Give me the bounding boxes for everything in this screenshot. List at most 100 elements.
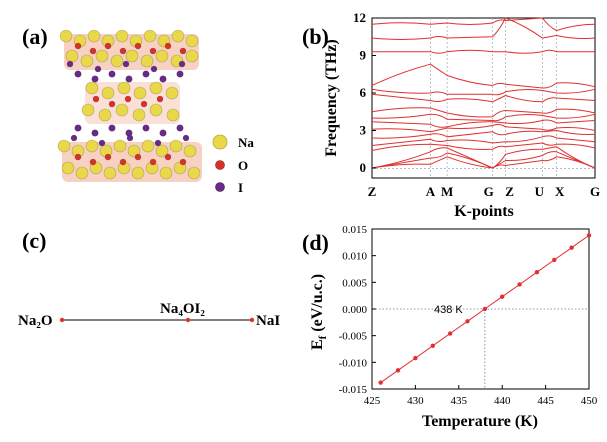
d-xtick-label-3: 440	[494, 395, 511, 407]
data-point-8	[517, 282, 522, 287]
atom-legend: Na O I	[212, 134, 254, 195]
nai-label: NaI	[256, 313, 280, 329]
formation-energy-series	[378, 233, 592, 385]
phonon-band-13	[371, 49, 595, 54]
atom-60	[85, 139, 99, 153]
atom-87	[94, 65, 102, 73]
b-ytick-label-0: 0	[360, 160, 367, 175]
phonon-band-2	[371, 146, 596, 169]
atom-71	[103, 166, 117, 180]
panel-a-label: (a)	[22, 24, 48, 49]
atom-16	[155, 49, 169, 63]
atom-58	[57, 139, 71, 153]
atom-0	[59, 29, 73, 43]
i-legend-sphere	[215, 182, 225, 192]
atom-11	[80, 54, 94, 68]
phonon-band-9	[371, 107, 596, 118]
atom-18	[185, 49, 199, 63]
atom-86	[66, 60, 74, 68]
data-point-4	[447, 331, 453, 336]
atom-19	[74, 42, 82, 50]
atom-95	[182, 134, 190, 142]
atom-53	[108, 124, 116, 132]
data-point-9	[534, 270, 540, 275]
atom-88	[122, 60, 130, 68]
k-label-6: X	[555, 184, 565, 199]
atom-49	[140, 100, 148, 108]
d-ytick-label-1: -0.010	[339, 357, 368, 369]
atom-68	[61, 161, 75, 175]
atom-42	[115, 103, 129, 117]
data-point-7	[500, 294, 505, 299]
atom-44	[149, 103, 163, 117]
k-label-0: Z	[368, 184, 377, 199]
atom-78	[74, 153, 82, 161]
atom-36	[117, 81, 131, 95]
phase-line-diagram: Na₂O Na₄OI₂ NaI	[18, 301, 280, 329]
atom-93	[126, 134, 134, 142]
crystal-structure	[57, 29, 202, 182]
atom-34	[85, 81, 99, 95]
atom-37	[133, 86, 147, 100]
k-label-7: G	[590, 184, 600, 199]
d-ytick-label-4: 0.005	[342, 277, 367, 289]
phonon-band-10	[371, 93, 596, 103]
atom-69	[75, 166, 89, 180]
atom-67	[183, 144, 197, 158]
d-ytick-label-0: -0.015	[339, 384, 368, 396]
phonon-bands	[371, 17, 596, 169]
data-point-12	[586, 233, 592, 238]
atom-35	[101, 86, 115, 100]
chart-d-x-title: Temperature (K)	[422, 413, 538, 430]
d-xtick-label-4: 445	[537, 395, 554, 407]
k-label-4: Z	[505, 184, 514, 199]
atom-29	[108, 70, 116, 78]
data-point-0	[378, 380, 383, 385]
atom-73	[131, 166, 145, 180]
atom-32	[159, 75, 167, 83]
d-ytick-label-2: -0.005	[339, 331, 368, 343]
chart-b-x-title: K-points	[454, 203, 514, 220]
na2o-label: Na₂O	[18, 313, 53, 329]
na4oi2-label: Na₄OI₂	[160, 301, 205, 317]
atom-62	[113, 139, 127, 153]
atom-80	[104, 153, 112, 161]
atom-45	[166, 108, 180, 122]
atom-41	[98, 108, 112, 122]
atom-27	[74, 70, 82, 78]
atom-21	[104, 42, 112, 50]
phonon-band-0	[371, 156, 596, 169]
na-legend-label: Na	[238, 135, 254, 150]
atom-90	[178, 60, 186, 68]
atom-43	[132, 108, 146, 122]
atom-77	[187, 166, 201, 180]
data-point-10	[552, 257, 557, 263]
atom-50	[156, 95, 164, 103]
data-point-3	[430, 343, 435, 348]
panel-b-label: (b)	[302, 24, 329, 49]
nai-point	[249, 317, 255, 323]
atom-79	[89, 158, 97, 166]
atom-65	[155, 144, 169, 158]
atom-55	[142, 124, 150, 132]
d-xtick-label-0: 425	[364, 395, 381, 407]
chart-b-frame	[371, 17, 596, 179]
atom-10	[65, 49, 79, 63]
atom-85	[179, 158, 187, 166]
atom-8	[171, 29, 185, 43]
phonon-band-5	[371, 129, 596, 139]
b-ytick-label-3: 9	[360, 48, 367, 63]
atom-83	[149, 158, 157, 166]
data-point-5	[465, 319, 470, 324]
d-xtick-label-2: 435	[451, 395, 468, 407]
k-label-5: U	[535, 184, 545, 199]
atom-25	[164, 42, 172, 50]
atom-48	[124, 95, 132, 103]
atom-2	[87, 29, 101, 43]
k-label-2: M	[441, 184, 453, 199]
atom-47	[108, 100, 116, 108]
chart-d-x-ticks: 425 430 435 440 445 450	[364, 385, 598, 407]
